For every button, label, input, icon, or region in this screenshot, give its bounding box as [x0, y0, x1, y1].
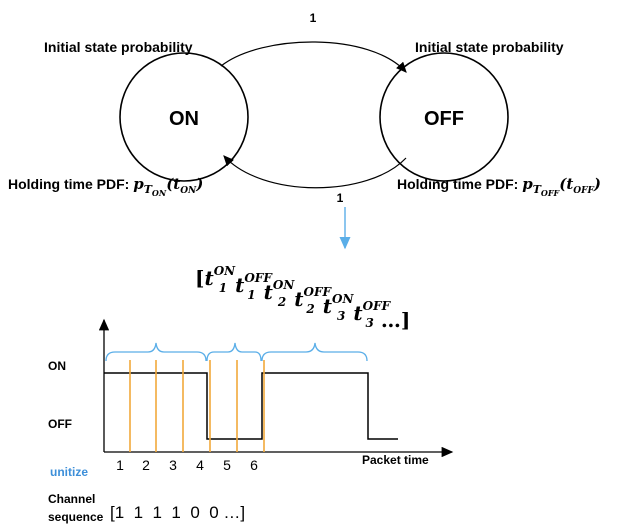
sequence-item-sub: 1	[247, 288, 255, 302]
state-off-label: OFF	[424, 108, 464, 130]
sequence-item-sup: ON	[214, 264, 236, 278]
on-holding-time-label: Holding time PDF: pTON(tON)	[8, 175, 203, 198]
sequence-item-base: t	[204, 266, 214, 290]
channel-sequence-label-line1: Channel	[48, 492, 95, 506]
sequence-item-sup: OFF	[363, 299, 392, 313]
slot-number: 4	[196, 457, 204, 473]
state-on-label: ON	[169, 108, 199, 130]
state-waveform	[104, 372, 398, 440]
sequence-item-base: t	[353, 301, 363, 325]
slot-numbers: 1 2 3 4 5 6	[116, 457, 258, 473]
slot-number: 6	[250, 457, 258, 473]
sequence-item-base: t	[264, 280, 274, 304]
unitize-label: unitize	[50, 465, 88, 479]
transition-off-to-on-label: 1	[337, 191, 344, 205]
sequence-item-sub: 3	[366, 316, 374, 330]
duration-braces	[105, 342, 368, 362]
transition-on-to-off-arrow	[220, 41, 407, 73]
sequence-item-base: t	[235, 273, 245, 297]
brace-off-1	[206, 342, 262, 362]
transition-off-to-on-arrow	[223, 155, 407, 189]
sequence-item-sup: OFF	[303, 285, 332, 299]
brace-on-2	[261, 342, 368, 362]
sequence-open-bracket: [	[195, 266, 204, 290]
timing-on-label: ON	[48, 359, 66, 373]
channel-sequence-label-line2: sequence	[48, 510, 104, 524]
slot-number: 1	[116, 457, 124, 473]
sequence-item-base: t	[323, 294, 333, 318]
sequence-item-sup: ON	[332, 292, 354, 306]
sequence-item-sup: OFF	[244, 271, 273, 285]
slot-number: 2	[142, 457, 150, 473]
sequence-item-base: t	[294, 287, 304, 311]
off-initial-probability-label: Initial state probability	[415, 39, 564, 55]
slot-number: 5	[223, 457, 231, 473]
state-on-circle	[119, 52, 249, 182]
sequence-item-sup: ON	[273, 278, 295, 292]
sequence-item-sub: 3	[337, 309, 345, 323]
state-off-circle	[379, 52, 509, 182]
sequence-close-bracket: …]	[374, 308, 410, 332]
slot-number: 3	[169, 457, 177, 473]
sequence-item-sub: 2	[277, 295, 286, 309]
channel-sequence-values: [1 1 1 1 0 0 …]	[110, 503, 245, 522]
sequence-item-sub: 1	[219, 281, 227, 295]
timing-off-label: OFF	[48, 417, 72, 431]
sequence-item-sub: 2	[305, 302, 314, 316]
off-holding-time-label: Holding time PDF: pTOFF(tOFF)	[397, 175, 601, 198]
slot-ticks	[129, 360, 265, 452]
holding-time-sequence: [tON 1 tOFF 1 tON 2 tOFF 2 tON 3 tOFF 3 …]	[195, 264, 410, 332]
brace-on-1	[105, 342, 207, 362]
x-axis-label: Packet time	[362, 453, 429, 467]
on-initial-probability-label: Initial state probability	[44, 39, 193, 55]
transition-on-to-off-label: 1	[310, 11, 317, 25]
